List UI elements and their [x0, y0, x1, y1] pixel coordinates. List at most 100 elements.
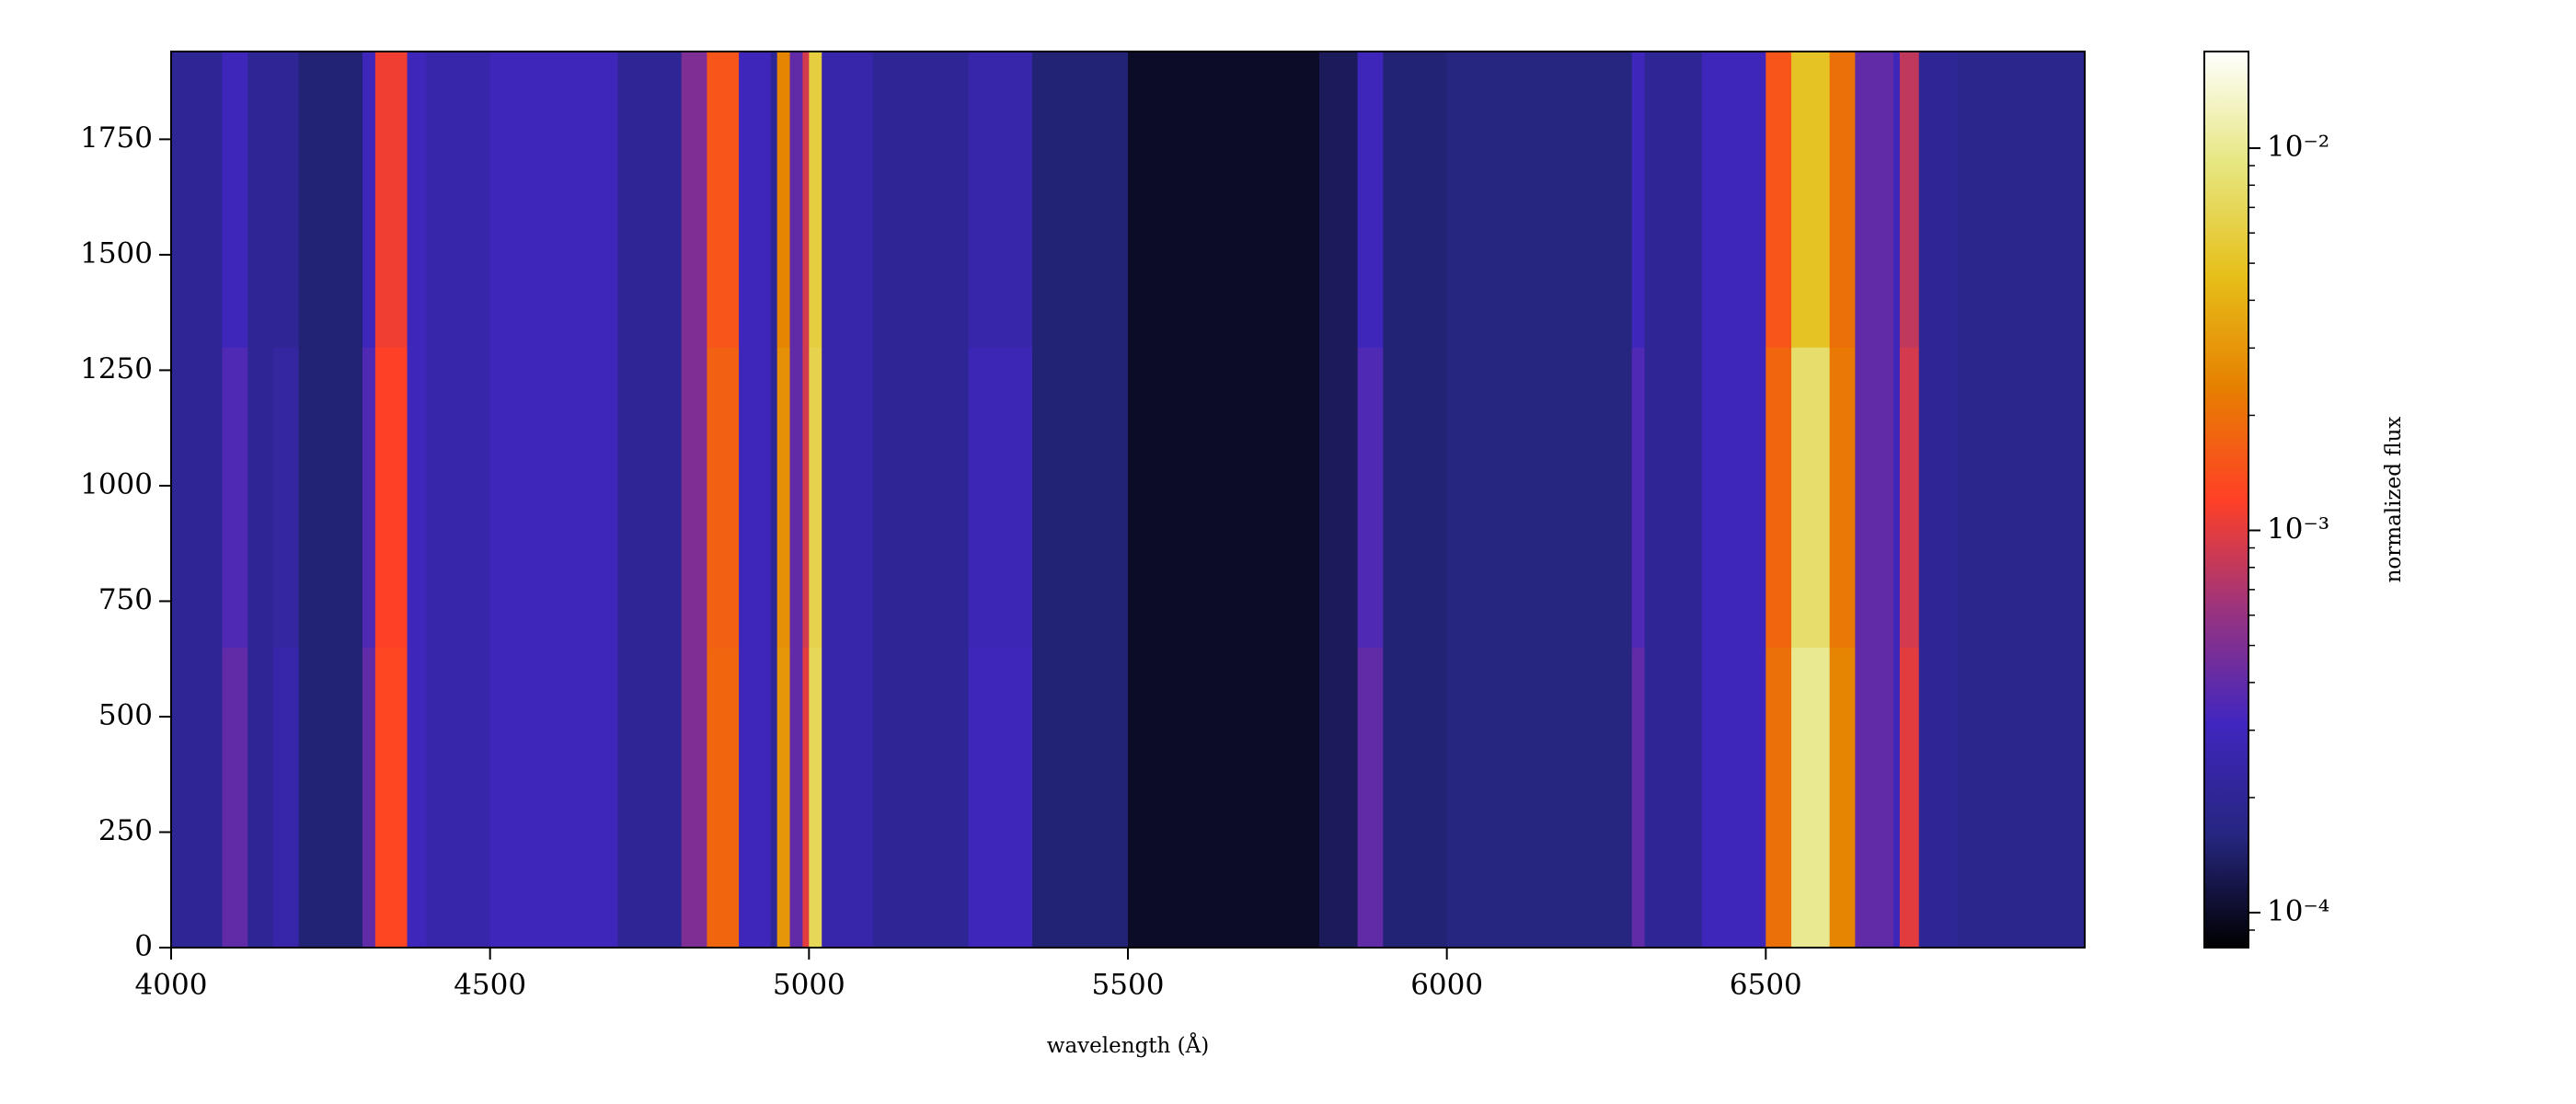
y-tick-label: 1250	[80, 352, 153, 385]
heatmap-cell	[1765, 52, 1792, 348]
heatmap-cell	[272, 347, 300, 649]
heatmap-cell	[1383, 347, 1448, 649]
heatmap-cell	[617, 647, 683, 949]
heatmap-cell	[407, 347, 427, 649]
heatmap-cell	[1855, 52, 1894, 348]
heatmap-cell	[171, 347, 223, 649]
heatmap-cell	[776, 52, 791, 348]
heatmap-cell	[789, 647, 803, 949]
heatmap-cell	[1957, 347, 2086, 649]
heatmap-cell	[822, 647, 874, 949]
y-tick-label: 0	[134, 930, 153, 963]
heatmap-cell	[707, 647, 740, 949]
heatmap-cell	[809, 347, 822, 649]
heatmap-cell	[426, 347, 491, 649]
heatmap-cell	[1383, 52, 1448, 348]
heatmap-cell	[247, 647, 274, 949]
heatmap-cell	[1446, 647, 1633, 949]
heatmap-cell	[1791, 347, 1831, 649]
heatmap-cell	[1319, 347, 1359, 649]
y-tick-label: 1000	[80, 467, 153, 500]
heatmap-cell	[298, 647, 363, 949]
colorbar-tick-label: 10⁻⁴	[2267, 894, 2329, 927]
heatmap-cell	[1631, 647, 1646, 949]
heatmap-cell	[1357, 647, 1384, 949]
heatmap-cell	[247, 52, 274, 348]
heatmap-cell	[802, 347, 810, 649]
heatmap-cell	[362, 647, 376, 949]
x-tick-label: 6500	[1730, 969, 1802, 1002]
heatmap-cell	[426, 647, 491, 949]
heatmap-cell	[1899, 347, 1920, 649]
heatmap-cell	[374, 647, 408, 949]
heatmap-cell	[1128, 52, 1320, 348]
heatmap-cell	[362, 52, 376, 348]
heatmap-cell	[426, 52, 491, 348]
heatmap-cell	[968, 52, 1033, 348]
colorbar-tick-label: 10⁻²	[2267, 131, 2329, 164]
heatmap-cell	[1644, 347, 1703, 649]
heatmap-cell	[1702, 647, 1766, 949]
heatmap-cell	[872, 52, 970, 348]
heatmap-cell	[776, 647, 791, 949]
heatmap-cell	[1446, 52, 1633, 348]
heatmap-cell	[968, 347, 1033, 649]
heatmap-cell	[247, 347, 274, 649]
colorbar-label: normalized flux	[2382, 417, 2406, 583]
heatmap-cell	[770, 647, 778, 949]
heatmap-cell	[489, 647, 618, 949]
heatmap-cell	[681, 52, 707, 348]
heatmap-cell	[789, 52, 803, 348]
heatmap-cell	[739, 52, 772, 348]
heatmap-cell	[298, 52, 363, 348]
heatmap-cell	[1899, 52, 1920, 348]
heatmap-cell	[489, 52, 618, 348]
heatmap-cell	[707, 52, 740, 348]
heatmap-cell	[681, 347, 707, 649]
heatmap-cell	[1383, 647, 1448, 949]
x-axis-label: wavelength (Å)	[1047, 1032, 1209, 1058]
heatmap-cell	[1765, 347, 1792, 649]
heatmap-cell	[1128, 347, 1320, 649]
heatmap-cell	[407, 52, 427, 348]
heatmap-cell	[374, 347, 408, 649]
heatmap-cell	[1319, 52, 1359, 348]
heatmap-cell	[272, 647, 300, 949]
heatmap-cell	[1918, 52, 1958, 348]
heatmap-cell	[222, 347, 248, 649]
heatmap-cell	[1855, 647, 1894, 949]
heatmap-cell	[1893, 647, 1901, 949]
x-tick-label: 4500	[454, 969, 526, 1002]
heatmap-cell	[489, 347, 618, 649]
heatmap-cell	[968, 647, 1033, 949]
heatmap-cell	[374, 52, 408, 348]
heatmap-cell	[1957, 52, 2086, 348]
heatmap-cell	[1631, 347, 1646, 649]
y-tick-label: 750	[98, 583, 153, 616]
heatmap-cell	[770, 52, 778, 348]
heatmap-cell	[822, 52, 874, 348]
colorbar-tick-label: 10⁻³	[2267, 512, 2329, 546]
heatmap-cell	[1829, 347, 1856, 649]
heatmap-cell	[1899, 647, 1920, 949]
colorbar	[2203, 51, 2249, 949]
x-tick-label: 4000	[135, 969, 208, 1002]
x-tick-label: 6000	[1410, 969, 1483, 1002]
heatmap-cell	[776, 347, 791, 649]
heatmap-cell	[1829, 647, 1856, 949]
heatmap-cell	[1357, 52, 1384, 348]
heatmap-cell	[1918, 647, 1958, 949]
heatmap-cell	[1128, 647, 1320, 949]
y-tick-label: 1750	[80, 121, 153, 155]
heatmap-cell	[1791, 647, 1831, 949]
y-tick-label: 500	[98, 698, 153, 731]
heatmap-cell	[789, 347, 803, 649]
x-tick-label: 5000	[773, 969, 845, 1002]
heatmap-cell	[1032, 52, 1129, 348]
y-tick-label: 250	[98, 814, 153, 847]
heatmap-cell	[1829, 52, 1856, 348]
heatmap-cell	[809, 647, 822, 949]
heatmap-cell	[617, 347, 683, 649]
heatmap-cell	[1032, 347, 1129, 649]
